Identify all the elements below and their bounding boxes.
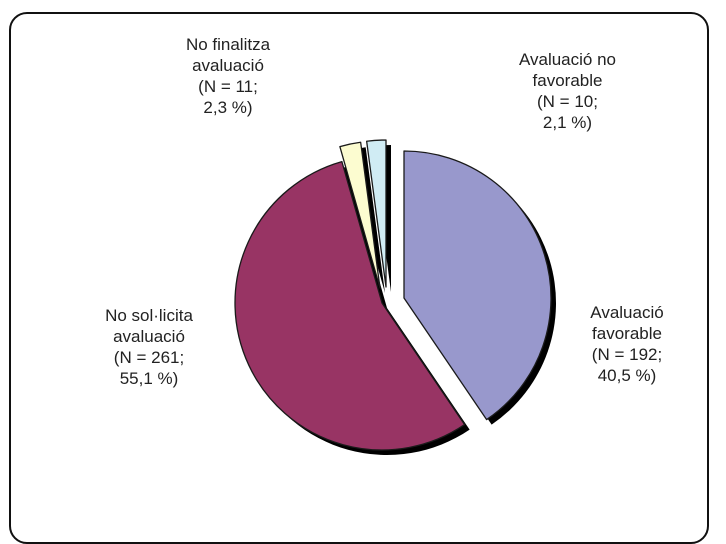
label-no-sollicita-avaluacio: No sol·licita avaluació (N = 261; 55,1 %… bbox=[105, 306, 193, 388]
slice-avaluacio-no-favorable bbox=[366, 139, 387, 288]
label-avaluacio-no-favorable: Avaluació no favorable (N = 10; 2,1 %) bbox=[518, 50, 617, 132]
label-no-finalitza-avaluacio: No finalitza avaluació (N = 11; 2,3 %) bbox=[185, 35, 271, 117]
label-avaluacio-favorable: Avaluació favorable (N = 192; 40,5 %) bbox=[590, 303, 664, 385]
slice-avaluacio-favorable bbox=[403, 150, 552, 421]
slice-no-finalitza-avaluacio bbox=[339, 141, 381, 289]
slice-no-sollicita-avaluacio bbox=[234, 160, 466, 451]
